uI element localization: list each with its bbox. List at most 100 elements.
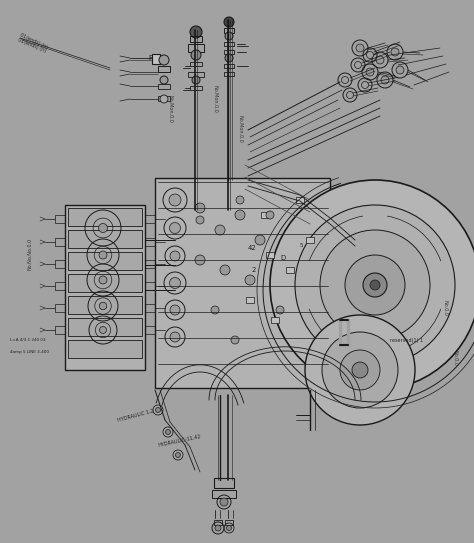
Text: HYDRAULIC 1,2: HYDRAULIC 1,2: [118, 408, 155, 422]
Text: reserved(1) 1: reserved(1) 1: [390, 338, 423, 343]
Bar: [55, 326, 65, 334]
Bar: [155, 178, 330, 388]
Circle shape: [396, 66, 404, 74]
Bar: [190, 62, 202, 66]
Circle shape: [160, 76, 168, 84]
Circle shape: [366, 52, 374, 59]
Text: 01(ends) (n): 01(ends) (n): [19, 33, 48, 50]
Bar: [55, 215, 65, 223]
Bar: [145, 282, 155, 290]
Circle shape: [220, 265, 230, 275]
Text: 2: 2: [252, 267, 256, 273]
Circle shape: [99, 302, 107, 310]
Bar: [225, 520, 233, 525]
Circle shape: [346, 92, 354, 98]
Circle shape: [100, 326, 107, 333]
Circle shape: [345, 255, 405, 315]
Circle shape: [225, 54, 233, 62]
Bar: [68, 340, 142, 358]
Circle shape: [363, 273, 387, 297]
Circle shape: [341, 77, 348, 84]
Text: No.No.No.0.0: No.No.No.0.0: [27, 238, 33, 270]
Bar: [188, 72, 204, 77]
Bar: [306, 237, 314, 243]
Bar: [60, 20, 440, 530]
Circle shape: [170, 251, 180, 261]
Circle shape: [170, 277, 181, 288]
Circle shape: [163, 427, 173, 437]
Circle shape: [376, 56, 384, 64]
Bar: [55, 304, 65, 312]
Text: No.0.0: No.0.0: [453, 350, 457, 366]
Circle shape: [320, 230, 430, 340]
Bar: [261, 212, 269, 218]
Circle shape: [192, 76, 200, 84]
Bar: [145, 326, 155, 334]
Bar: [214, 520, 222, 525]
Bar: [158, 84, 170, 89]
Circle shape: [191, 50, 201, 60]
Circle shape: [215, 225, 225, 235]
Bar: [266, 252, 274, 258]
Bar: [224, 64, 234, 68]
Circle shape: [195, 203, 205, 213]
Text: D: D: [280, 255, 285, 261]
Bar: [68, 252, 142, 270]
Bar: [68, 230, 142, 248]
Bar: [224, 50, 234, 54]
Circle shape: [195, 255, 205, 265]
Circle shape: [160, 95, 168, 103]
Text: 5: 5: [300, 243, 303, 248]
Text: 01(ends) (n): 01(ends) (n): [17, 37, 47, 54]
Bar: [224, 28, 234, 33]
Circle shape: [362, 81, 368, 89]
Bar: [214, 478, 234, 488]
Text: No.Mon.0.0: No.Mon.0.0: [212, 85, 218, 113]
Bar: [145, 238, 155, 246]
Text: 4amp 5 LINE 3-400: 4amp 5 LINE 3-400: [10, 350, 49, 354]
Circle shape: [355, 61, 362, 68]
Bar: [158, 96, 170, 101]
Text: 42: 42: [248, 245, 257, 251]
Bar: [68, 208, 142, 226]
Text: P: P: [148, 55, 152, 61]
Circle shape: [170, 305, 180, 315]
Bar: [190, 86, 202, 90]
Circle shape: [99, 276, 107, 284]
Circle shape: [276, 306, 284, 314]
Bar: [145, 304, 155, 312]
Text: L=A 4/3.1 240 03: L=A 4/3.1 240 03: [10, 338, 46, 342]
Circle shape: [322, 332, 398, 408]
Circle shape: [340, 350, 380, 390]
Bar: [55, 260, 65, 268]
Bar: [55, 282, 65, 290]
Bar: [55, 238, 65, 246]
Circle shape: [245, 275, 255, 285]
Circle shape: [165, 430, 171, 434]
Bar: [190, 36, 202, 42]
Circle shape: [266, 211, 274, 219]
Circle shape: [99, 251, 107, 259]
Circle shape: [391, 48, 399, 56]
Bar: [152, 54, 160, 64]
Circle shape: [236, 196, 244, 204]
Circle shape: [224, 17, 234, 27]
Circle shape: [231, 336, 239, 344]
Circle shape: [235, 210, 245, 220]
Circle shape: [173, 450, 183, 460]
Bar: [145, 260, 155, 268]
Circle shape: [99, 224, 108, 232]
Bar: [246, 297, 254, 303]
Bar: [188, 44, 204, 52]
Bar: [145, 215, 155, 223]
Circle shape: [220, 498, 228, 506]
Circle shape: [352, 362, 368, 378]
Bar: [68, 318, 142, 336]
Bar: [224, 72, 234, 76]
Text: No.0.0: No.0.0: [443, 300, 447, 316]
Circle shape: [215, 525, 221, 531]
Circle shape: [370, 280, 380, 290]
Circle shape: [381, 76, 389, 84]
Circle shape: [255, 235, 265, 245]
Circle shape: [169, 194, 181, 206]
